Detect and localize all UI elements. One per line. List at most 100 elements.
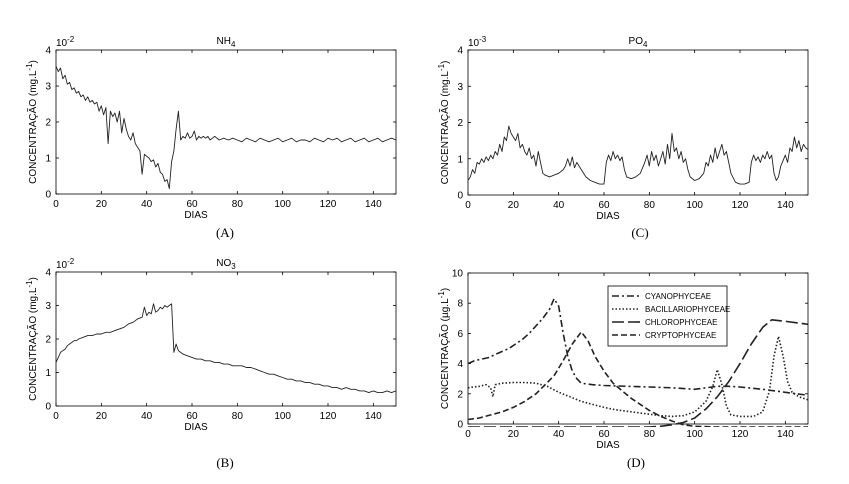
y-axis-label-sup: -1	[437, 291, 446, 299]
x-tick-label-c: 120	[732, 200, 749, 211]
y-axis-label-end: )	[440, 61, 451, 64]
y-axis-label-sup: -1	[437, 63, 446, 71]
chart-title-subscript: 4	[643, 40, 648, 49]
plot-frame-c	[467, 49, 809, 196]
x-tick-label-b: 40	[141, 411, 153, 422]
y-axis-label-text: CONCENTRAÇÃO (mg.L	[438, 71, 451, 185]
axis-multiplier-c: 10-3	[468, 35, 487, 49]
y-axis-label-c: CONCENTRAÇÃO (mg.L-1)	[437, 61, 451, 185]
x-tick-label-b: 120	[320, 411, 337, 422]
y-tick-label-a: 0	[45, 190, 51, 201]
x-tick-label-d: 60	[598, 429, 610, 440]
y-axis-label-text: CONCENTRAÇÃO (µg.L	[438, 298, 451, 409]
x-tick-label-a: 140	[365, 199, 382, 210]
y-tick-label-c: 2	[457, 118, 463, 129]
y-axis-label-text: CONCENTRAÇÃO (mg.L	[26, 287, 39, 401]
multiplier-base: 10	[56, 38, 68, 49]
x-tick-label-d: 140	[777, 429, 794, 440]
x-tick-label-c: 100	[686, 200, 703, 211]
x-tick-label-a: 80	[232, 199, 244, 210]
x-tick-label-a: 20	[96, 199, 108, 210]
y-tick-label-d: 8	[457, 299, 463, 310]
multiplier-base: 10	[56, 260, 68, 271]
y-axis-label-d: CONCENTRAÇÃO (µg.L-1)	[437, 288, 451, 409]
panel-caption-c: (C)	[631, 225, 648, 240]
y-tick-label-d: 2	[457, 389, 463, 400]
y-tick-label-c: 0	[457, 191, 463, 202]
x-tick-label-b: 140	[365, 411, 382, 422]
y-tick-label-c: 4	[457, 46, 463, 57]
y-tick-label-d: 6	[457, 329, 463, 340]
chart-title-text: NH	[217, 36, 231, 47]
x-tick-label-b: 80	[232, 411, 244, 422]
series-line-d-cyanophyceae	[468, 297, 808, 397]
x-tick-label-c: 0	[465, 200, 471, 211]
series-line-d-chlorophyceae	[468, 319, 808, 427]
chart-c: 0 20 40 60 80 100 120 140 0 1 2 3 4 DIAS CONCENTRAÇÃO …	[437, 35, 809, 240]
x-tick-label-a: 40	[141, 199, 153, 210]
y-axis-label-end: )	[440, 288, 451, 291]
x-axis-label-c: DIAS	[596, 211, 620, 222]
multiplier-exponent: -2	[67, 257, 75, 266]
y-axis-label-end: )	[28, 277, 39, 280]
y-tick-label-b: 3	[45, 301, 51, 312]
panel-caption-b: (B)	[216, 455, 233, 470]
y-tick-label-a: 3	[45, 82, 51, 93]
plot-frame-b	[55, 271, 397, 407]
y-axis-label-a: CONCENTRAÇÃO (mg.L-1)	[25, 60, 39, 184]
x-tick-label-c: 20	[508, 200, 520, 211]
x-tick-label-d: 0	[465, 429, 471, 440]
x-tick-label-c: 80	[644, 200, 656, 211]
x-tick-label-d: 40	[553, 429, 565, 440]
x-tick-label-d: 100	[686, 429, 703, 440]
panel-caption-d: (D)	[627, 455, 645, 470]
chart-title-text: NO	[216, 258, 231, 269]
y-tick-label-b: 0	[45, 402, 51, 413]
x-tick-label-b: 20	[96, 411, 108, 422]
x-axis-label-b: DIAS	[184, 422, 208, 433]
chart-title-c: PO4	[629, 36, 648, 49]
multiplier-base: 10	[468, 38, 480, 49]
y-axis-label-sup: -1	[25, 63, 34, 71]
y-tick-label-b: 2	[45, 335, 51, 346]
axis-multiplier-b: 10-2	[56, 257, 75, 271]
x-tick-label-a: 100	[274, 199, 291, 210]
chart-title-b: NO3	[216, 258, 236, 271]
y-tick-label-d: 10	[452, 269, 464, 280]
multiplier-exponent: -3	[479, 35, 487, 44]
y-tick-label-a: 1	[45, 154, 51, 165]
panel-caption-a: (A)	[216, 225, 234, 240]
x-tick-label-b: 60	[186, 411, 198, 422]
x-tick-label-d: 80	[644, 429, 656, 440]
chart-title-text: PO	[629, 36, 644, 47]
y-tick-label-c: 1	[457, 154, 463, 165]
x-tick-label-c: 60	[598, 200, 610, 211]
chart-title-a: NH4	[217, 36, 236, 49]
legend: CYANOPHYCEAE BACILLARIOPHYCEAE CHLOROPHYCE…	[607, 285, 730, 347]
y-tick-label-c: 3	[457, 82, 463, 93]
chart-title-subscript: 4	[231, 40, 236, 49]
x-tick-label-b: 0	[53, 411, 59, 422]
series-line-c-0	[468, 125, 808, 185]
legend-entry-chlorophyceae: CHLOROPHYCEAE	[645, 318, 717, 327]
axis-multiplier-a: 10-2	[56, 35, 75, 49]
legend-entry-bacillariophyceae: BACILLARIOPHYCEAE	[645, 305, 730, 314]
y-axis-label-sup: -1	[25, 280, 34, 288]
y-tick-label-a: 2	[45, 118, 51, 129]
y-tick-label-d: 0	[457, 420, 463, 431]
y-axis-label-end: )	[28, 60, 39, 63]
y-tick-label-d: 4	[457, 359, 463, 370]
plot-frame-d	[467, 272, 809, 425]
legend-entry-cryptophyceae: CRYPTOPHYCEAE	[645, 331, 716, 340]
x-axis-label-a: DIAS	[184, 210, 208, 221]
x-tick-label-a: 120	[320, 199, 337, 210]
x-tick-label-d: 20	[508, 429, 520, 440]
y-tick-label-b: 4	[45, 268, 51, 279]
series-line-a-0	[56, 66, 396, 190]
x-tick-label-c: 40	[553, 200, 565, 211]
x-tick-label-c: 140	[777, 200, 794, 211]
chart-d: 0 20 40 60 80 100 120 140 0 2 4 6 8 10 DIAS CONCENTRAÇÃ…	[437, 269, 809, 470]
x-tick-label-d: 120	[732, 429, 749, 440]
x-tick-label-a: 0	[53, 199, 59, 210]
